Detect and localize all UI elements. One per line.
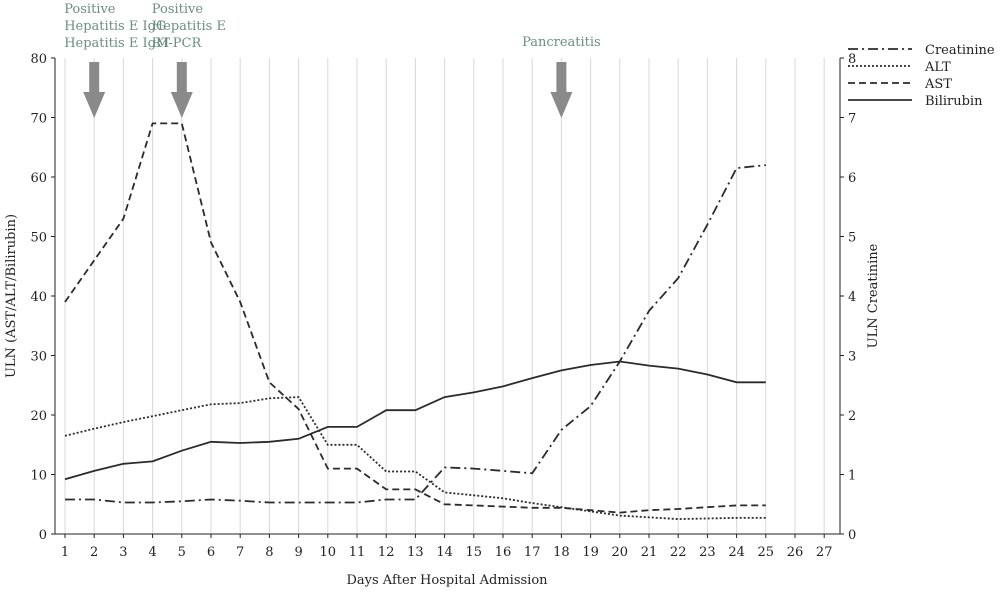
annotation-label: RT-PCR — [152, 36, 203, 51]
y-tick-label: 60 — [30, 171, 47, 186]
y2-tick-label: 6 — [848, 171, 856, 186]
x-tick-label: 27 — [816, 545, 833, 560]
y2-tick-label: 4 — [848, 290, 856, 305]
x-tick-label: 21 — [641, 545, 658, 560]
x-tick-label: 10 — [320, 545, 337, 560]
y-tick-label: 80 — [30, 52, 47, 67]
y2-tick-label: 8 — [848, 52, 856, 67]
y2-axis-title: ULN Creatinine — [866, 243, 881, 348]
annotation-arrow — [550, 62, 573, 118]
x-tick-label: 7 — [236, 545, 244, 560]
x-tick-label: 1 — [61, 545, 69, 560]
x-tick-label: 14 — [436, 545, 453, 560]
y2-tick-label: 1 — [848, 469, 856, 484]
annotation-arrow — [170, 62, 193, 118]
x-tick-label: 2 — [90, 545, 98, 560]
y-axis-title: ULN (AST/ALT/Bilirubin) — [4, 214, 19, 378]
y-tick-label: 40 — [30, 290, 47, 305]
series-line-bilirubin — [64, 360, 766, 481]
x-tick-label: 8 — [265, 545, 273, 560]
x-tick-label: 16 — [495, 545, 512, 560]
x-tick-label: 5 — [178, 545, 186, 560]
y2-tick-label: 5 — [848, 231, 856, 246]
legend-label: ALT — [924, 60, 951, 75]
x-axis-title: Days After Hospital Admission — [346, 573, 548, 588]
y2-tick-labels: 0 1 2 3 4 5 6 7 8 — [840, 52, 856, 543]
annotation-label: Hepatitis E IgM — [64, 36, 169, 51]
x-tick-label: 23 — [699, 545, 716, 560]
x-tick-label: 15 — [466, 545, 483, 560]
x-tick-label: 18 — [553, 545, 570, 560]
y-tick-label: 0 — [39, 528, 47, 543]
series-lines — [64, 122, 766, 521]
y-tick-labels: 0 10 20 30 40 50 60 70 80 — [30, 52, 55, 543]
x-tick-label: 25 — [758, 545, 775, 560]
x-tick-label: 6 — [207, 545, 215, 560]
legend-label: Bilirubin — [925, 94, 983, 109]
y2-tick-label: 3 — [848, 350, 856, 365]
x-tick-label: 12 — [378, 545, 395, 560]
series-line-alt — [64, 396, 766, 521]
axes — [54, 58, 841, 535]
y-tick-label: 30 — [30, 350, 47, 365]
annotation-label: Positive — [152, 2, 204, 17]
y-tick-label: 20 — [30, 409, 47, 424]
x-tick-label: 20 — [612, 545, 629, 560]
x-tick-label: 22 — [670, 545, 687, 560]
x-tick-label: 24 — [728, 545, 745, 560]
legend-label: AST — [924, 77, 952, 92]
y2-tick-label: 7 — [848, 112, 856, 127]
annotation-label: Pancreatitis — [522, 35, 601, 50]
grid-lines — [64, 58, 825, 534]
series-line-ast — [64, 122, 766, 514]
x-tick-label: 26 — [787, 545, 804, 560]
y-tick-label: 50 — [30, 231, 47, 246]
x-tick-label: 4 — [148, 545, 156, 560]
annotation-label: Hepatitis E IgG — [64, 19, 166, 34]
x-tick-label: 19 — [582, 545, 599, 560]
y2-tick-label: 0 — [848, 528, 856, 543]
annotation-label: Hepatitis E — [152, 19, 226, 34]
y2-tick-label: 2 — [848, 409, 856, 424]
y-tick-label: 10 — [30, 469, 47, 484]
annotation-arrow — [83, 62, 106, 118]
series-line-creatinine — [65, 164, 766, 504]
x-tick-label: 17 — [524, 545, 541, 560]
x-tick-label: 11 — [349, 545, 366, 560]
x-tick-label: 13 — [407, 545, 424, 560]
x-tick-labels: 1 2 3 4 5 6 7 8 9 10 11 12 13 14 15 16 17 18 19 20 21 22 23 24 2… — [61, 534, 833, 560]
y-tick-label: 70 — [30, 112, 47, 127]
x-tick-label: 3 — [119, 545, 127, 560]
legend-label: Creatinine — [925, 43, 995, 58]
annotations: Positive Hepatitis E IgG Hepatitis E IgM Po… — [64, 2, 601, 118]
annotation-label: Positive — [64, 2, 116, 17]
x-tick-label: 9 — [294, 545, 302, 560]
legend: Creatinine ALT AST Bilirubin — [848, 43, 995, 109]
